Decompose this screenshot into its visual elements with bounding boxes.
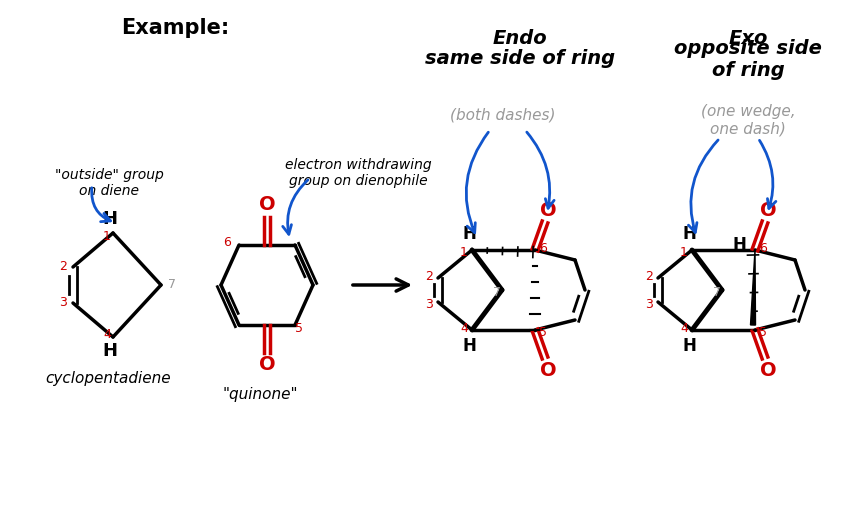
Text: Endo: Endo [493,29,547,48]
Text: Exo: Exo [728,29,768,48]
Text: H: H [102,210,118,228]
Text: (both dashes): (both dashes) [451,108,556,122]
Text: O: O [540,361,556,380]
Text: 2: 2 [59,260,67,274]
Text: Example:: Example: [121,18,229,38]
Text: 2: 2 [645,269,653,282]
Text: cyclopentadiene: cyclopentadiene [46,371,171,385]
Text: O: O [540,201,556,220]
Text: 1: 1 [103,230,111,242]
Text: H: H [102,342,118,360]
Text: same side of ring: same side of ring [425,49,615,68]
Polygon shape [751,250,755,325]
Text: 4: 4 [680,322,688,335]
Text: O: O [259,195,275,214]
Text: 4: 4 [103,327,111,341]
Text: H: H [462,225,476,243]
Text: 6: 6 [759,241,767,254]
Text: 7: 7 [168,278,176,291]
Text: 4: 4 [460,322,468,335]
Text: (one wedge,
one dash): (one wedge, one dash) [701,104,796,136]
Text: H: H [682,225,696,243]
Text: 5: 5 [295,323,303,335]
Text: O: O [759,361,777,380]
Text: H: H [682,337,696,355]
Text: 3: 3 [645,297,653,310]
Text: H: H [732,236,746,254]
Text: 1: 1 [680,246,688,259]
Text: 3: 3 [425,297,433,310]
Text: "quinone": "quinone" [222,388,298,402]
Text: 5: 5 [539,325,547,338]
Text: 7: 7 [713,287,721,299]
Text: 3: 3 [59,297,67,309]
Text: opposite side
of ring: opposite side of ring [674,40,822,80]
Text: 7: 7 [493,287,501,299]
Text: "outside" group
on diene: "outside" group on diene [55,168,163,198]
Text: 6: 6 [223,237,231,250]
Text: O: O [759,201,777,220]
Text: H: H [462,337,476,355]
Text: 2: 2 [425,269,433,282]
Text: O: O [259,355,275,374]
Text: 1: 1 [460,246,468,259]
Text: 5: 5 [759,325,767,338]
Text: electron withdrawing
group on dienophile: electron withdrawing group on dienophile [285,158,432,188]
Text: 6: 6 [539,241,547,254]
